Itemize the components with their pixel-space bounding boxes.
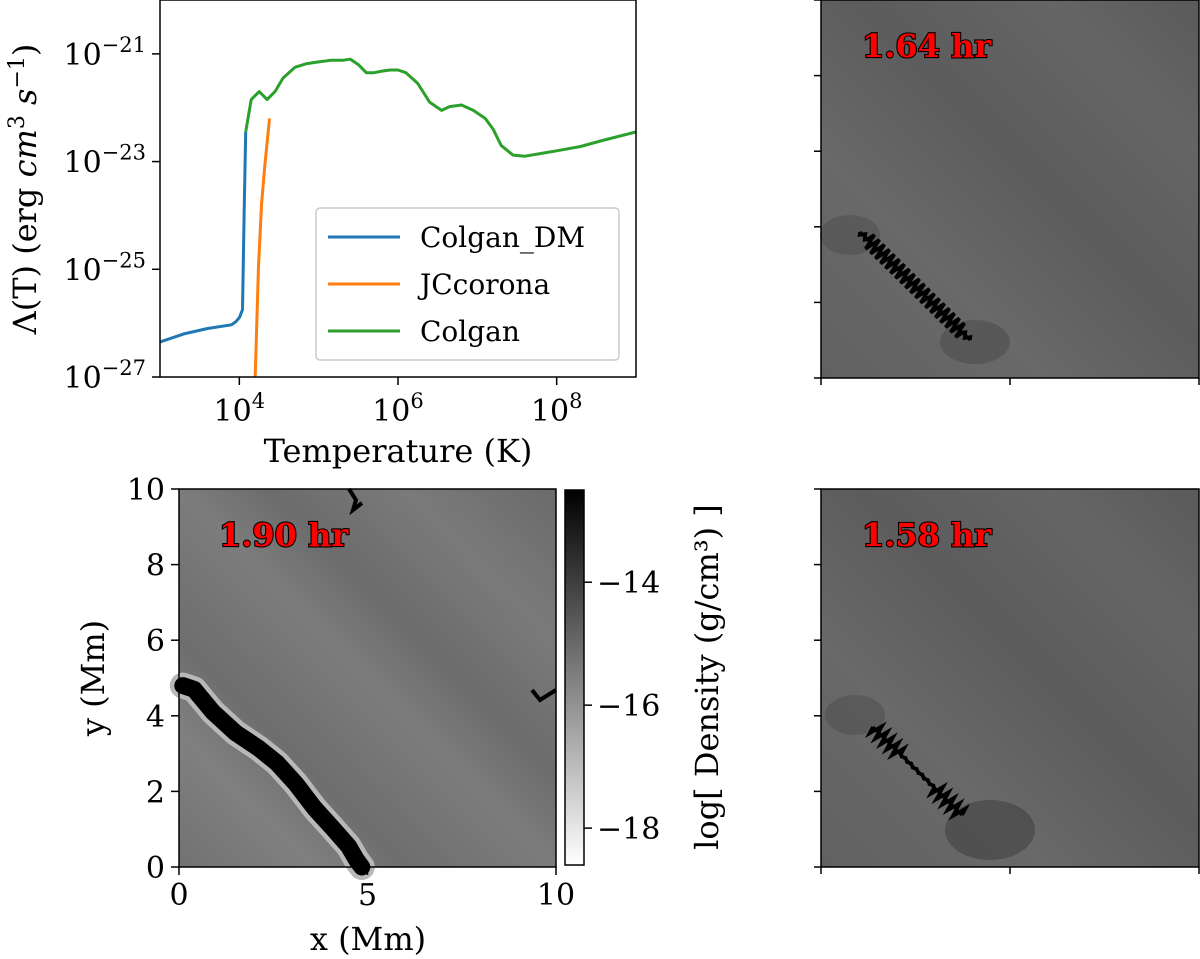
legend-label: JCcorona — [417, 268, 550, 301]
time-label-1-64hr: 1.64 hr — [862, 27, 992, 65]
y-tick-label: 10 — [127, 473, 165, 508]
y-tick-label: 10−21 — [63, 33, 146, 73]
y-axis-label-mm: y (Mm) — [74, 620, 112, 737]
y-tick-label: 10−27 — [63, 356, 146, 396]
series-line-colgan-dm — [160, 131, 248, 344]
x-tick-label: 104 — [214, 389, 266, 429]
y-tick-label: 4 — [146, 700, 165, 735]
y-tick-label: 10−25 — [63, 248, 146, 288]
filament-wave-core — [871, 725, 964, 817]
density-panel-1-90hr: 0 5 10 0 2 4 6 8 10 x (Mm) y (Mm) 1.90 hr — [74, 473, 575, 958]
colorbar: −14 −16 −18 log[ Density (g/cm³) ] — [564, 489, 726, 866]
y-axis-label: Λ(T) (erg cm3 s−1) — [5, 44, 44, 336]
colorbar-tick-label: −16 — [597, 689, 660, 724]
density-panel-1-58hr: 1.58 hr — [814, 488, 1200, 874]
y-tick-label: 6 — [146, 624, 165, 659]
x-tick-label: 106 — [372, 389, 424, 429]
x-tick-label: 108 — [531, 389, 583, 429]
colorbar-tick-label: −18 — [597, 812, 660, 847]
legend-label: Colgan — [420, 315, 520, 348]
x-tick-label: 5 — [358, 878, 377, 913]
legend: Colgan_DM JCcorona Colgan — [315, 207, 620, 361]
x-axis-label: Temperature (K) — [264, 432, 533, 470]
legend-label: Colgan_DM — [420, 221, 585, 254]
panel-ticks — [814, 488, 1200, 874]
filament-1-58hr — [864, 721, 971, 821]
series-line-jccorona — [253, 118, 271, 377]
time-label-1-58hr: 1.58 hr — [862, 516, 992, 554]
series-line-colgan — [244, 57, 636, 158]
y-tick-label: 8 — [146, 549, 165, 584]
panel-ticks — [814, 0, 1200, 385]
y-tick-label: 2 — [146, 775, 165, 810]
colorbar-label: log[ Density (g/cm³) ] — [688, 504, 726, 850]
filament-1-90hr — [174, 677, 371, 876]
x-axis-label-mm: x (Mm) — [310, 920, 426, 958]
x-tick-label: 0 — [169, 878, 188, 913]
colorbar-tick-label: −14 — [597, 566, 660, 601]
density-panel-1-64hr: 1.64 hr — [814, 0, 1200, 385]
filament-wave-core — [858, 230, 972, 342]
y-tick-label: 0 — [146, 851, 165, 886]
filament-1-64hr — [857, 230, 973, 342]
x-tick-label: 10 — [537, 878, 575, 913]
time-label-1-90hr: 1.90 hr — [219, 516, 349, 554]
cooling-curve-chart: 104 106 108 10−27 10−25 10−23 10−21 Temperatu… — [5, 0, 637, 470]
y-tick-label: 10−23 — [63, 141, 146, 181]
y-axis-label-lambda: Λ(T) (erg — [6, 177, 44, 335]
